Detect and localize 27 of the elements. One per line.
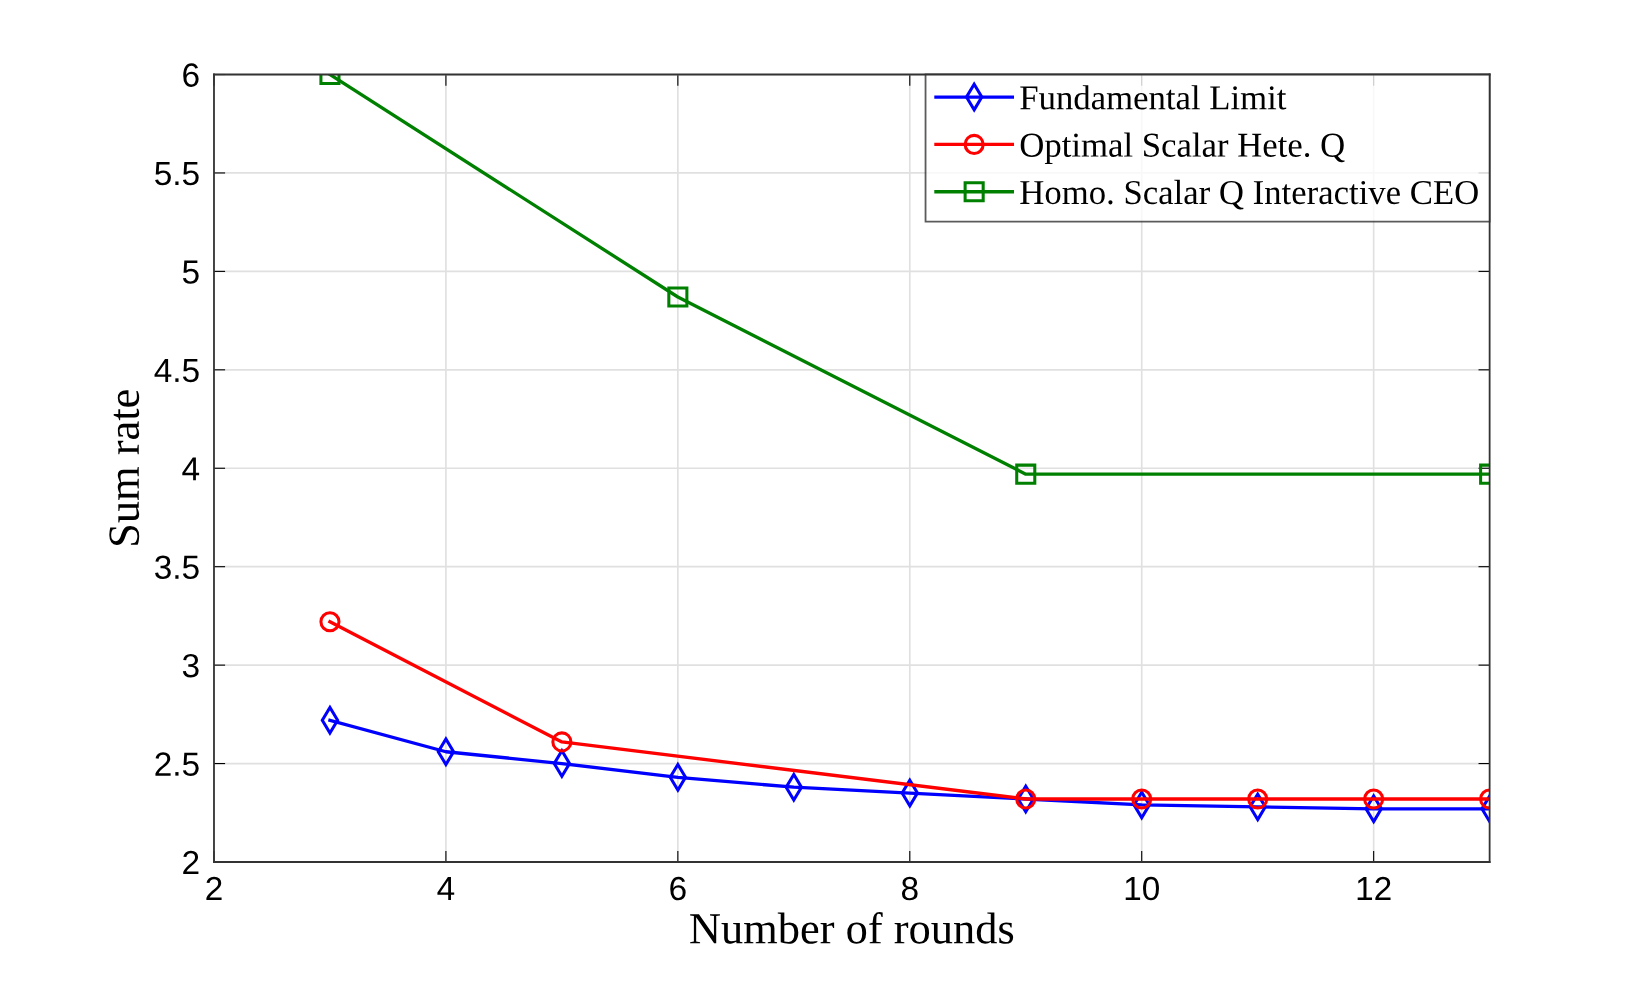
x-tick-label: 4 [437, 877, 455, 901]
x-axis-title: Number of rounds [690, 912, 1014, 944]
point [1247, 788, 1269, 810]
y-tick-label: 4 [182, 457, 200, 481]
y-tick-label: 2 [183, 850, 199, 875]
x-tick-label: 12 [1357, 876, 1391, 901]
y-axis-title: Sum rate [109, 390, 140, 545]
point [667, 286, 689, 308]
x-tick-label: 6 [670, 876, 686, 901]
point [1363, 788, 1385, 810]
y-tick-label: 3 [182, 653, 199, 678]
point [1015, 463, 1037, 485]
y-tick-label: 2.5 [155, 752, 199, 776]
legend-label: Fundamental Limit [1020, 85, 1287, 110]
legend-label: Optimal Scalar Hete. Q [1020, 132, 1345, 164]
y-tick-label: 5 [182, 260, 199, 284]
y-tick-label: 4.5 [154, 358, 199, 383]
legend-label: Homo. Scalar Q Interactive CEO [1020, 179, 1478, 210]
x-tick-label: 10 [1125, 876, 1159, 901]
point [1131, 788, 1153, 810]
point [319, 611, 341, 633]
x-tick-label: 2 [206, 876, 222, 901]
y-tick-label: 3.5 [155, 555, 199, 580]
y-tick-label: 5.5 [155, 162, 199, 186]
y-tick-label: 6 [183, 63, 199, 87]
point [551, 731, 573, 753]
x-tick-label: 8 [901, 876, 918, 901]
